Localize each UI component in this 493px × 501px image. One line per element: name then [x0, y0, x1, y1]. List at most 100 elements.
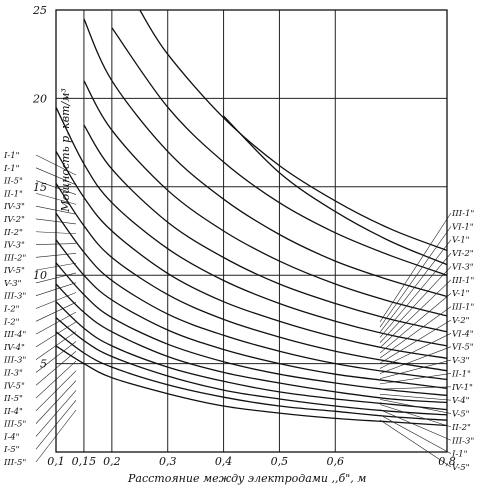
y-tick-label: 25 — [32, 4, 47, 17]
left-curve-label: II-1" — [3, 189, 23, 199]
leader-line — [379, 292, 452, 354]
x-tick-label: 0,6 — [327, 455, 345, 468]
right-curve-label: V-1" — [452, 236, 470, 246]
left-curve-label: I-2" — [3, 305, 20, 315]
leader-line — [379, 409, 452, 441]
left-curve-label: III-5" — [3, 420, 26, 430]
series-line — [55, 106, 448, 347]
curves — [55, 9, 448, 427]
x-tick-label: 0,1 — [47, 455, 65, 468]
plot-frame — [55, 9, 448, 453]
left-curve-label: III-3" — [3, 356, 26, 366]
series-line — [83, 124, 448, 333]
left-curve-label: II-4" — [3, 407, 23, 417]
left-curve-label: I-1" — [3, 151, 20, 161]
x-axis-title: Расстояние между электродами ,,б", м — [127, 472, 366, 485]
series-line — [55, 301, 448, 411]
right-curve-label: IV-1" — [451, 383, 473, 393]
left-curve-label: III-4" — [3, 330, 26, 340]
left-curve-label: IV-3" — [3, 202, 25, 212]
leader-line — [379, 266, 452, 343]
right-curve-label: III-1" — [451, 276, 474, 286]
leader-line — [379, 393, 452, 401]
curve-labels: I-1" I-1" II-5" II-1" IV-3" IV-2" II-2" IV-3" II… — [3, 151, 474, 473]
series-line — [223, 115, 448, 266]
leader-line — [379, 252, 452, 338]
left-curve-label: I-2" — [3, 317, 20, 327]
y-tick-label: 20 — [32, 92, 47, 105]
leader-line — [379, 359, 452, 380]
leader-line — [379, 373, 452, 385]
gridlines — [55, 9, 448, 452]
series-line — [55, 182, 448, 372]
series-line — [83, 18, 448, 298]
leader-line — [379, 239, 452, 333]
left-curve-label: IV-3" — [3, 241, 25, 251]
series-line — [55, 317, 448, 416]
leader-line — [379, 414, 452, 454]
right-curve-label: III-3" — [451, 436, 474, 446]
leader-line — [379, 212, 452, 323]
y-tick-label: 10 — [33, 269, 47, 282]
right-curve-label: V-4" — [452, 396, 470, 406]
left-curve-label: IV-4" — [3, 343, 25, 353]
right-curve-label: II-2" — [451, 423, 471, 433]
leader-line — [379, 279, 452, 349]
series-line — [55, 212, 448, 381]
x-tick-label: 0,8 — [438, 455, 456, 468]
left-curve-label: I-1" — [3, 164, 20, 174]
right-curve-label: VI-4" — [452, 329, 474, 339]
series-line — [55, 345, 448, 427]
left-curve-label: II-5" — [3, 394, 23, 404]
right-curve-label: V-1" — [452, 289, 470, 299]
leader-line — [379, 386, 452, 390]
series-line — [111, 27, 448, 276]
left-curve-label: III-5" — [3, 458, 26, 468]
y-tick-label: 15 — [33, 181, 47, 194]
series-line — [55, 151, 448, 359]
series-line — [55, 262, 448, 397]
left-curve-label: II-2" — [3, 228, 23, 238]
right-curve-label: V-2" — [452, 316, 470, 326]
tick-labels: 0,1 0,15 0,2 0,3 0,4 0,5 0,6 0,8 5 10 15 20 25 — [32, 4, 456, 468]
left-curve-label: III-2" — [3, 253, 26, 263]
leader-lines — [35, 154, 452, 468]
right-curve-label: III-1" — [451, 209, 474, 219]
left-curve-label: V-3" — [4, 279, 22, 289]
right-curve-label: II-1" — [451, 369, 471, 379]
leader-line — [379, 306, 452, 359]
x-tick-label: 0,4 — [215, 455, 233, 468]
left-curve-label: II-3" — [3, 368, 23, 378]
leader-line — [379, 399, 452, 414]
series-line — [139, 9, 448, 252]
y-tick-label: 5 — [40, 358, 47, 371]
leader-line — [379, 404, 452, 428]
left-curve-label: IV-5" — [3, 266, 25, 276]
leader-line — [379, 226, 452, 328]
series-line — [83, 80, 448, 317]
left-curve-label: IV-2" — [3, 215, 25, 225]
left-curve-label: I-4" — [3, 432, 20, 442]
y-axis-title: Мощность p, квт/м³ — [59, 88, 72, 213]
right-curve-label: VI-2" — [452, 249, 474, 259]
x-tick-label: 0,2 — [103, 455, 121, 468]
left-curve-label: I-5" — [3, 445, 20, 455]
x-tick-label: 0,5 — [271, 455, 289, 468]
right-curve-label: VI-3" — [452, 262, 474, 272]
series-line — [55, 283, 448, 404]
x-tick-label: 0,15 — [72, 455, 97, 468]
series-line — [55, 239, 448, 390]
leader-line — [379, 346, 452, 374]
right-curve-label: V-5" — [452, 463, 470, 473]
right-curve-label: V-5" — [452, 410, 470, 420]
left-curve-label: IV-5" — [3, 381, 25, 391]
leader-line — [379, 319, 452, 364]
right-curve-label: V-3" — [452, 356, 470, 366]
x-tick-label: 0,3 — [159, 455, 177, 468]
right-curve-label: VI-1" — [452, 222, 474, 232]
leader-line — [379, 419, 452, 468]
right-curve-label: III-1" — [451, 303, 474, 313]
leader-line — [379, 333, 452, 369]
right-curve-label: VI-5" — [452, 343, 474, 353]
